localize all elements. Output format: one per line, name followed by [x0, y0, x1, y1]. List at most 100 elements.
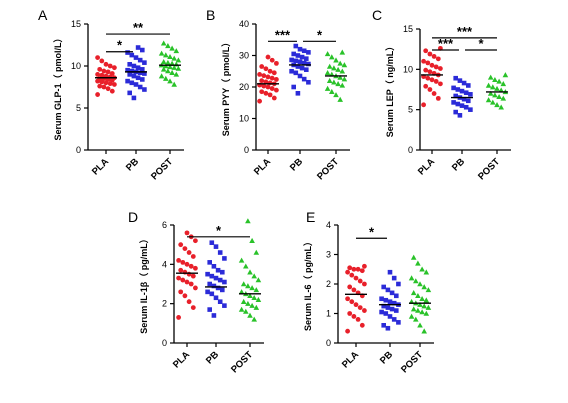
data-point [175, 65, 182, 71]
data-point [209, 273, 215, 279]
data-point [184, 261, 190, 267]
data-point [339, 49, 346, 55]
data-point [383, 297, 389, 303]
data-point [423, 48, 429, 54]
data-point [142, 71, 147, 76]
data-point [109, 88, 115, 94]
data-point [468, 107, 473, 112]
data-point [253, 304, 260, 310]
data-point [129, 52, 135, 58]
data-point [249, 237, 255, 243]
data-point [347, 265, 353, 271]
data-point [421, 303, 427, 309]
category-label: POST [149, 156, 175, 182]
data-point [190, 254, 196, 259]
data-point [387, 269, 393, 275]
data-point [423, 83, 429, 89]
data-point [453, 109, 458, 115]
data-point [297, 46, 303, 52]
data-point [160, 40, 167, 46]
data-point [180, 277, 186, 283]
data-point [301, 48, 307, 54]
panel-d: D 0 2 4 6 Serum IL-1β（ pg/mL） PLA PB POST * [128, 209, 264, 375]
data-point [329, 88, 335, 94]
data-point [238, 306, 245, 312]
data-point [131, 73, 137, 79]
data-point [415, 293, 421, 299]
data-point [163, 75, 169, 81]
data-point [498, 104, 504, 110]
data-point [389, 306, 395, 312]
series-post [158, 40, 182, 87]
category-label: PB [288, 156, 305, 173]
data-point [101, 84, 107, 90]
data-point [167, 78, 173, 84]
data-point [140, 67, 145, 72]
category-label: PLA [252, 156, 273, 177]
data-point [247, 293, 253, 299]
significance-label: *** [275, 27, 291, 42]
data-point [263, 66, 269, 72]
data-point [345, 328, 350, 334]
data-point [347, 284, 353, 290]
data-point [269, 75, 275, 81]
data-point [415, 260, 421, 266]
series-pb [125, 45, 147, 101]
data-point [274, 77, 279, 82]
data-point [163, 52, 169, 58]
data-point [455, 101, 461, 107]
data-point [105, 86, 111, 92]
data-point [238, 257, 245, 263]
data-point [267, 80, 273, 86]
y-axis-title: Serum LEP（ ng/mL） [385, 42, 395, 138]
data-point [240, 298, 247, 304]
data-point [387, 299, 393, 304]
data-point [207, 260, 212, 265]
data-point [274, 60, 279, 66]
data-point [468, 92, 473, 97]
data-point [423, 269, 430, 275]
data-point [253, 287, 260, 293]
category-label: PLA [90, 156, 111, 177]
data-point [125, 50, 130, 55]
series-pb [289, 43, 311, 96]
data-point [205, 289, 210, 295]
category-label: PLA [416, 156, 437, 177]
category-label: PB [378, 349, 395, 366]
y-tick-label: 0 [326, 338, 331, 348]
data-point [451, 100, 456, 105]
data-point [125, 67, 130, 73]
data-point [261, 83, 267, 89]
data-point [129, 68, 135, 74]
data-point [211, 264, 217, 269]
data-point [337, 96, 343, 102]
data-point [326, 63, 333, 69]
data-point [184, 279, 190, 285]
data-point [394, 293, 399, 299]
series-post [324, 49, 348, 102]
data-point [274, 87, 279, 93]
data-point [131, 95, 137, 101]
data-point [333, 57, 339, 63]
data-point [333, 92, 339, 98]
data-point [410, 306, 417, 312]
series-pb [205, 240, 227, 318]
series-pla [345, 263, 367, 334]
category-label: POST [476, 156, 502, 182]
data-point [387, 314, 393, 319]
data-point [142, 60, 147, 65]
data-point [359, 268, 365, 274]
y-tick-label: 30 [239, 51, 249, 61]
data-point [259, 64, 265, 69]
data-point [176, 258, 182, 263]
data-point [396, 281, 401, 287]
data-point [496, 93, 502, 99]
data-point [490, 84, 496, 90]
series-pb [451, 75, 473, 118]
data-point [438, 66, 443, 71]
data-point [293, 43, 299, 49]
data-point [176, 275, 182, 281]
data-point [331, 65, 337, 71]
data-point [396, 320, 401, 325]
series-pla [257, 54, 279, 104]
